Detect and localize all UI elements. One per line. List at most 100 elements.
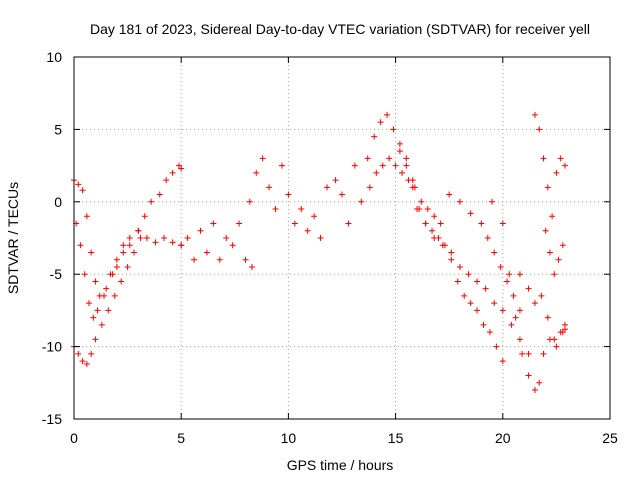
data-point bbox=[448, 256, 455, 263]
data-point bbox=[403, 162, 410, 169]
data-point bbox=[544, 314, 551, 321]
data-point bbox=[555, 256, 562, 263]
data-point bbox=[429, 227, 436, 234]
series-track-d bbox=[178, 220, 255, 270]
data-point bbox=[75, 181, 82, 188]
x-tick-label: 25 bbox=[602, 430, 618, 446]
data-point bbox=[536, 126, 543, 133]
data-point bbox=[92, 336, 99, 343]
data-point bbox=[94, 307, 101, 314]
data-point bbox=[298, 206, 305, 213]
x-tick-label: 5 bbox=[177, 430, 185, 446]
x-tick-labels: 0 5 10 15 20 25 bbox=[70, 430, 618, 446]
data-point bbox=[551, 271, 558, 278]
y-tick-label: -10 bbox=[42, 339, 62, 355]
series-track-j bbox=[446, 191, 523, 314]
series-track-n bbox=[542, 227, 566, 278]
data-point bbox=[504, 278, 511, 285]
data-point bbox=[553, 169, 560, 176]
data-point bbox=[236, 220, 243, 227]
data-point bbox=[358, 198, 365, 205]
series-track-i bbox=[414, 206, 532, 357]
data-point bbox=[531, 387, 538, 394]
data-points bbox=[71, 111, 568, 394]
data-point bbox=[506, 271, 513, 278]
data-point bbox=[516, 307, 523, 314]
x-tick-label: 20 bbox=[495, 430, 511, 446]
x-tick-label: 0 bbox=[70, 430, 78, 446]
data-point bbox=[304, 227, 311, 234]
data-point bbox=[88, 350, 95, 357]
data-point bbox=[439, 242, 446, 249]
data-point bbox=[229, 242, 236, 249]
data-point bbox=[542, 227, 549, 234]
data-point bbox=[561, 326, 568, 333]
data-point bbox=[525, 285, 532, 292]
data-point bbox=[546, 249, 553, 256]
data-point bbox=[551, 336, 558, 343]
data-point bbox=[384, 111, 391, 118]
data-point bbox=[339, 191, 345, 198]
data-point bbox=[90, 314, 97, 321]
series-track-e bbox=[246, 155, 330, 241]
data-point bbox=[390, 126, 397, 133]
data-point bbox=[431, 235, 438, 241]
data-point bbox=[124, 263, 131, 270]
data-point bbox=[351, 162, 358, 169]
data-point bbox=[248, 263, 255, 270]
plot-frame bbox=[73, 56, 611, 420]
data-point bbox=[538, 292, 545, 299]
data-point bbox=[491, 300, 498, 307]
x-tick-label: 15 bbox=[388, 430, 404, 446]
data-point bbox=[553, 343, 560, 350]
data-point bbox=[478, 220, 485, 227]
data-point bbox=[103, 285, 110, 292]
y-tick-label: -15 bbox=[42, 411, 62, 427]
data-point bbox=[557, 155, 564, 162]
data-point bbox=[266, 184, 273, 191]
data-point bbox=[203, 249, 210, 256]
data-point bbox=[210, 220, 217, 227]
data-point bbox=[557, 329, 564, 336]
data-point bbox=[544, 184, 551, 191]
data-point bbox=[118, 278, 125, 285]
data-point bbox=[424, 206, 431, 213]
data-point bbox=[409, 184, 416, 191]
data-point bbox=[163, 177, 170, 184]
data-point bbox=[137, 235, 144, 241]
data-point bbox=[392, 162, 399, 169]
data-point bbox=[169, 239, 176, 246]
data-point bbox=[379, 162, 386, 169]
data-point bbox=[484, 235, 491, 241]
data-point bbox=[519, 350, 526, 357]
data-point bbox=[559, 242, 566, 249]
data-point bbox=[92, 278, 99, 285]
data-point bbox=[148, 198, 155, 205]
data-point bbox=[525, 350, 532, 357]
data-point bbox=[396, 148, 403, 155]
data-point bbox=[531, 300, 538, 307]
data-point bbox=[474, 278, 481, 285]
data-point bbox=[456, 198, 463, 205]
data-point bbox=[456, 263, 463, 270]
data-point bbox=[253, 169, 260, 176]
data-point bbox=[446, 191, 453, 198]
y-tick-labels: -15 -10 -5 0 5 10 bbox=[42, 49, 62, 427]
data-point bbox=[178, 165, 185, 172]
data-point bbox=[126, 242, 133, 249]
series-track-c bbox=[71, 235, 144, 367]
series-track-l bbox=[531, 111, 568, 220]
series-track-k bbox=[489, 198, 568, 394]
data-point bbox=[531, 111, 538, 118]
y-tick-label: 10 bbox=[46, 49, 62, 65]
data-point bbox=[86, 300, 93, 307]
data-point bbox=[291, 220, 298, 227]
series-track-b bbox=[73, 220, 185, 321]
data-point bbox=[191, 256, 198, 263]
data-point bbox=[474, 307, 481, 314]
data-point bbox=[437, 220, 444, 227]
data-point bbox=[120, 249, 127, 256]
data-point bbox=[461, 292, 468, 299]
data-point bbox=[75, 350, 82, 357]
y-tick-label: 5 bbox=[54, 121, 62, 137]
